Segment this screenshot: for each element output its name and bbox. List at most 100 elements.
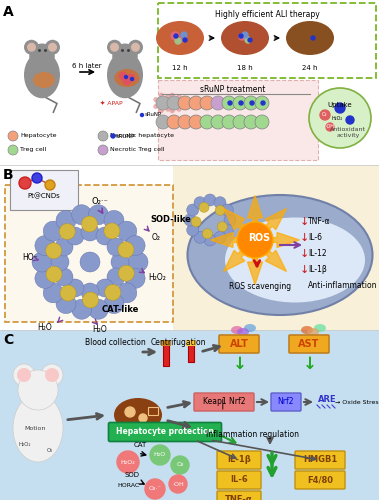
Circle shape [187,204,199,216]
Text: 6 h later: 6 h later [72,63,102,69]
Circle shape [167,115,181,129]
Ellipse shape [188,195,373,315]
FancyArrow shape [255,232,299,248]
Circle shape [118,242,134,258]
Text: O: O [255,233,263,243]
Circle shape [32,252,52,272]
Circle shape [48,43,57,52]
Text: Pt@CNDs: Pt@CNDs [28,193,60,199]
Text: B: B [3,168,14,182]
Text: H₂O: H₂O [38,322,52,332]
Circle shape [56,210,76,231]
Circle shape [245,37,251,43]
Circle shape [202,229,212,239]
Circle shape [117,283,137,303]
Text: O₂: O₂ [47,448,53,452]
Circle shape [189,115,203,129]
Circle shape [88,300,108,320]
Text: 12 h: 12 h [172,65,188,71]
Bar [188,344,194,362]
Circle shape [51,253,69,271]
Circle shape [239,34,243,38]
Text: ROS scavenging: ROS scavenging [229,282,291,291]
Circle shape [204,194,216,206]
Text: Anti-inflammation: Anti-inflammation [308,282,377,290]
FancyBboxPatch shape [217,471,261,489]
Text: H₂O₂: H₂O₂ [148,272,166,281]
FancyBboxPatch shape [289,335,329,353]
Circle shape [45,180,55,190]
Text: O₂: O₂ [322,112,328,117]
Circle shape [184,214,196,226]
Circle shape [222,96,236,110]
Bar [163,344,169,366]
Bar [5,185,173,322]
FancyArrow shape [247,240,263,284]
Circle shape [55,238,73,256]
Circle shape [98,145,108,155]
Circle shape [335,103,345,113]
Circle shape [175,38,181,44]
Circle shape [211,96,225,110]
Text: F4/80: F4/80 [307,476,333,484]
Circle shape [41,364,63,386]
Circle shape [164,97,169,102]
Bar [158,80,318,160]
Circle shape [55,268,73,286]
Circle shape [244,96,258,110]
Text: TNF-α: TNF-α [308,218,330,226]
Ellipse shape [237,328,249,336]
FancyArrow shape [253,238,287,272]
Circle shape [104,223,120,239]
Text: O₂·⁻: O₂·⁻ [92,198,108,206]
Circle shape [72,300,92,320]
Text: HO⁻: HO⁻ [22,252,38,262]
Text: ✦ APAP: ✦ APAP [100,100,123,105]
Circle shape [141,114,144,116]
Circle shape [8,145,18,155]
Circle shape [178,115,192,129]
Circle shape [250,101,254,105]
Circle shape [204,234,216,246]
Text: H₂O₂: H₂O₂ [331,116,343,120]
Circle shape [233,96,247,110]
Ellipse shape [301,326,313,334]
Bar [0,330,379,500]
Circle shape [255,96,269,110]
Circle shape [18,370,58,410]
Circle shape [159,108,164,114]
Text: Keap1 Nrf2: Keap1 Nrf2 [203,398,245,406]
Text: CAT: CAT [133,442,147,448]
Bar [158,3,376,78]
Circle shape [150,445,170,465]
Circle shape [119,72,127,80]
Circle shape [127,74,135,82]
Circle shape [104,210,124,231]
Circle shape [183,38,187,42]
FancyArrow shape [224,208,257,242]
Circle shape [156,96,170,110]
Text: sRuNP treatment: sRuNP treatment [200,85,265,94]
Circle shape [111,134,115,138]
Text: A: A [3,5,14,19]
Circle shape [128,252,148,272]
Circle shape [112,44,138,69]
Circle shape [128,40,143,54]
Circle shape [80,252,100,272]
Circle shape [346,116,354,124]
Text: 24 h: 24 h [302,65,318,71]
Text: SOD: SOD [124,472,139,478]
Text: Nrf2: Nrf2 [278,398,294,406]
Ellipse shape [244,324,256,332]
Circle shape [194,232,206,243]
Circle shape [45,368,59,382]
Circle shape [170,108,175,114]
Circle shape [239,101,243,105]
Circle shape [200,115,214,129]
Circle shape [35,236,55,256]
FancyArrow shape [210,232,255,248]
Text: Inflammation regulation: Inflammation regulation [205,430,299,439]
Text: IL-1β: IL-1β [227,456,251,464]
Circle shape [130,78,133,80]
Circle shape [217,222,227,232]
